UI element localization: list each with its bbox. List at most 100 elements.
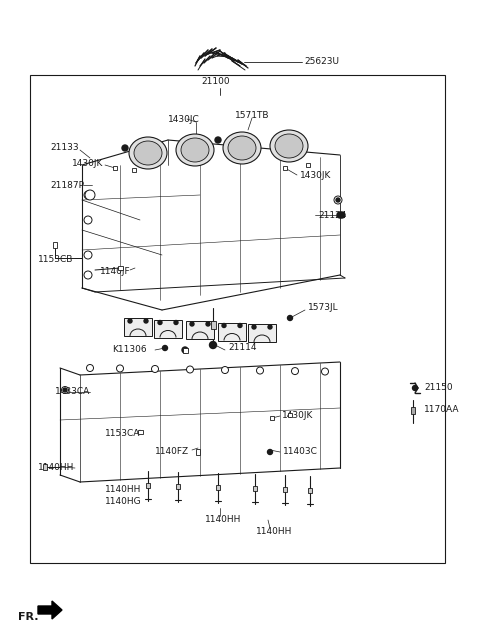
Text: 1140JF: 1140JF [100,267,131,276]
Ellipse shape [275,134,303,158]
Circle shape [85,190,95,200]
Text: 21187P: 21187P [50,181,84,190]
Text: 21124: 21124 [318,210,347,219]
Circle shape [128,319,132,323]
Bar [30,75,445,563]
Ellipse shape [134,141,162,165]
Bar [43,464,47,470]
Circle shape [163,345,168,351]
Text: 1430JC: 1430JC [168,115,200,124]
Circle shape [144,319,148,323]
Circle shape [252,325,256,329]
Ellipse shape [270,130,308,162]
Circle shape [267,449,273,454]
Bar [216,485,220,490]
Circle shape [152,365,158,372]
Bar [132,168,136,172]
Bar [124,318,152,336]
Bar [308,488,312,493]
Circle shape [268,325,272,329]
Circle shape [206,322,210,326]
Ellipse shape [176,134,214,166]
Bar [137,430,143,434]
Circle shape [336,198,340,202]
Text: 21133: 21133 [50,144,79,153]
Bar [248,324,276,342]
Text: 21150: 21150 [424,383,453,392]
Bar [218,322,246,340]
Bar [186,321,214,339]
Text: 1170AA: 1170AA [424,406,459,415]
Circle shape [222,324,226,328]
Circle shape [84,251,92,259]
Text: 1573JL: 1573JL [308,303,338,313]
Text: 11403C: 11403C [283,447,318,456]
Bar [283,166,287,170]
Text: FR.: FR. [18,612,38,622]
Ellipse shape [223,132,261,164]
Text: 21100: 21100 [202,78,230,87]
Bar [196,449,200,455]
Circle shape [334,196,342,204]
Bar [306,163,310,167]
Bar [182,347,188,353]
Ellipse shape [181,138,209,162]
Circle shape [221,367,228,374]
Circle shape [117,365,123,372]
Circle shape [158,320,162,324]
Circle shape [238,324,242,328]
Circle shape [291,367,299,374]
Text: 1140HH: 1140HH [256,528,292,537]
Text: 1140FZ: 1140FZ [155,447,189,456]
Bar [113,166,117,170]
Circle shape [256,367,264,374]
Text: 1430JK: 1430JK [282,412,313,420]
Text: 1140HH: 1140HH [38,463,74,472]
Bar [283,487,287,492]
Text: 1430JK: 1430JK [72,158,103,167]
Text: 1430JK: 1430JK [300,171,331,179]
Bar [288,413,292,417]
Text: 1153CB: 1153CB [38,256,73,265]
Circle shape [63,388,67,392]
Bar [146,483,150,488]
Circle shape [412,385,418,390]
Circle shape [190,322,194,326]
Text: 1140HH: 1140HH [105,485,142,494]
Bar [253,487,257,492]
Text: 1140HG: 1140HG [105,497,142,506]
Bar [176,484,180,489]
Bar [118,266,122,270]
Text: 1571TB: 1571TB [235,110,269,119]
Circle shape [86,191,94,199]
Bar [211,321,216,329]
Ellipse shape [228,136,256,160]
Circle shape [84,216,92,224]
Text: 25623U: 25623U [304,58,339,67]
Circle shape [84,191,92,199]
Circle shape [337,212,343,218]
Circle shape [182,347,188,353]
Text: 1140HH: 1140HH [205,515,241,524]
Circle shape [61,387,69,394]
Circle shape [122,145,128,151]
Bar [411,406,415,413]
Text: 1433CA: 1433CA [55,388,90,397]
Ellipse shape [129,137,167,169]
Circle shape [187,366,193,373]
Circle shape [86,365,94,372]
Text: 21114: 21114 [228,344,256,353]
Polygon shape [38,601,62,619]
Bar [270,416,274,420]
Bar [53,242,57,248]
Text: 1153CA: 1153CA [105,429,140,438]
Circle shape [288,315,292,320]
Circle shape [215,137,221,143]
Circle shape [84,271,92,279]
Circle shape [322,368,328,375]
Bar [154,319,182,338]
Circle shape [174,320,178,324]
Text: K11306: K11306 [112,345,146,354]
Circle shape [209,342,216,349]
Circle shape [339,212,345,218]
